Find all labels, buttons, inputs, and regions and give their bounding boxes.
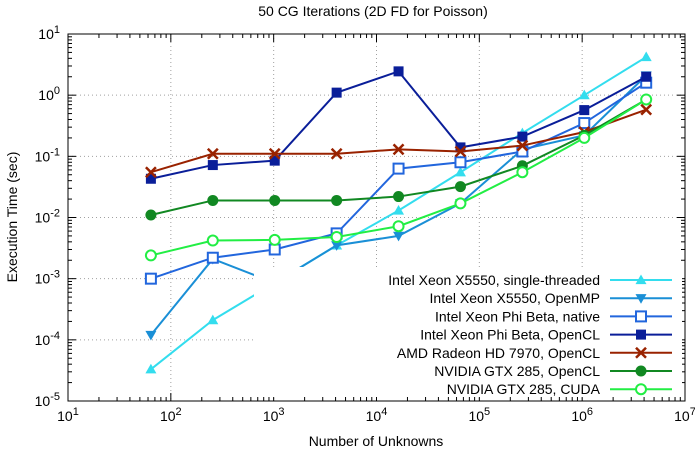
legend-entry: Intel Xeon X5550, single-threaded [388,272,672,288]
data-point [392,162,405,175]
series-1 [145,51,652,374]
data-point [206,147,219,160]
data-point [640,51,652,62]
data-point [269,155,280,166]
legend-marker [635,274,647,285]
data-point [640,103,653,116]
data-point [145,330,157,341]
legend-marker [635,383,647,396]
data-point [330,147,343,160]
data-point [207,160,218,171]
legend-label: Intel Xeon Phi Beta, OpenCL [420,327,600,343]
legend-label: Intel Xeon Phi Beta, native [435,308,600,324]
data-point [331,194,343,206]
data-point [517,131,528,142]
legend-marker [635,346,647,359]
data-point [393,66,404,77]
y-tick-label: 10-2 [35,208,60,226]
data-point [144,272,157,285]
chart-title: 50 CG Iterations (2D FD for Poisson) [258,3,488,19]
data-point [454,166,466,177]
x-tick-label: 106 [571,406,593,424]
data-point [454,181,466,193]
data-point [578,89,590,100]
legend-label: NVIDIA GTX 285, CUDA [447,381,601,397]
data-point [393,231,405,242]
data-point [144,249,157,262]
data-point [392,220,405,233]
data-point [331,87,342,98]
data-point [578,131,591,144]
legend-entry: NVIDIA GTX 285, OpenCL [434,363,672,379]
data-point [393,205,405,215]
y-tick-label: 10-1 [35,146,60,164]
series-4 [145,66,652,184]
series-7 [144,93,653,262]
data-point [268,233,281,246]
series-3 [144,76,653,285]
x-axis-label: Number of Unknowns [309,433,444,449]
data-point [455,142,466,153]
data-point [145,166,157,179]
data-point [269,194,281,206]
data-point [579,105,590,116]
data-point [206,234,219,247]
legend-label: NVIDIA GTX 285, OpenCL [434,363,600,379]
legend-label: AMD Radeon HD 7970, OpenCL [397,345,600,361]
data-point [516,139,529,152]
data-point [641,71,652,82]
series-line [150,81,647,280]
series-layer [144,51,653,374]
y-tick-label: 10-3 [35,269,60,287]
x-tick-label: 103 [263,406,285,424]
data-point [268,243,281,256]
legend-marker [635,294,647,304]
legend-background [254,267,682,397]
x-tick-label: 102 [160,406,182,424]
legend-entry: Intel Xeon X5550, OpenMP [430,290,672,306]
y-axis-label: Execution Time (sec) [4,152,20,283]
legend-label: Intel Xeon X5550, single-threaded [388,272,600,288]
data-point [516,166,529,179]
data-point [330,230,343,243]
legend-entry: AMD Radeon HD 7970, OpenCL [397,345,672,361]
data-point [640,93,653,106]
y-tick-label: 101 [38,24,60,42]
y-tick-label: 10-4 [35,330,60,348]
data-point [454,197,467,210]
data-point [206,251,219,264]
data-point [207,194,219,206]
series-5 [145,103,653,179]
legend-entry: Intel Xeon Phi Beta, native [435,308,672,324]
x-tick-label: 104 [366,406,388,424]
legend-entry: NVIDIA GTX 285, CUDA [447,381,672,397]
data-point [578,117,591,130]
legend-marker [635,365,647,377]
legend-entry: Intel Xeon Phi Beta, OpenCL [420,327,672,343]
x-tick-label: 107 [674,406,695,424]
y-tick-label: 10-5 [35,391,60,409]
data-point [454,145,467,158]
data-point [145,209,157,221]
data-point [145,173,156,184]
legend-marker [635,310,647,323]
x-tick-label: 101 [57,406,79,424]
data-point [392,143,405,156]
legend-marker [636,329,646,340]
legend: Intel Xeon X5550, single-threaded Intel X… [254,267,682,397]
y-tick-label: 100 [38,85,60,103]
data-point [145,363,157,374]
data-point [331,241,343,251]
data-point [393,191,405,203]
data-point [207,314,219,325]
x-tick-label: 105 [468,406,490,424]
data-point [268,147,281,160]
data-point [454,156,467,169]
legend-label: Intel Xeon X5550, OpenMP [430,290,600,306]
